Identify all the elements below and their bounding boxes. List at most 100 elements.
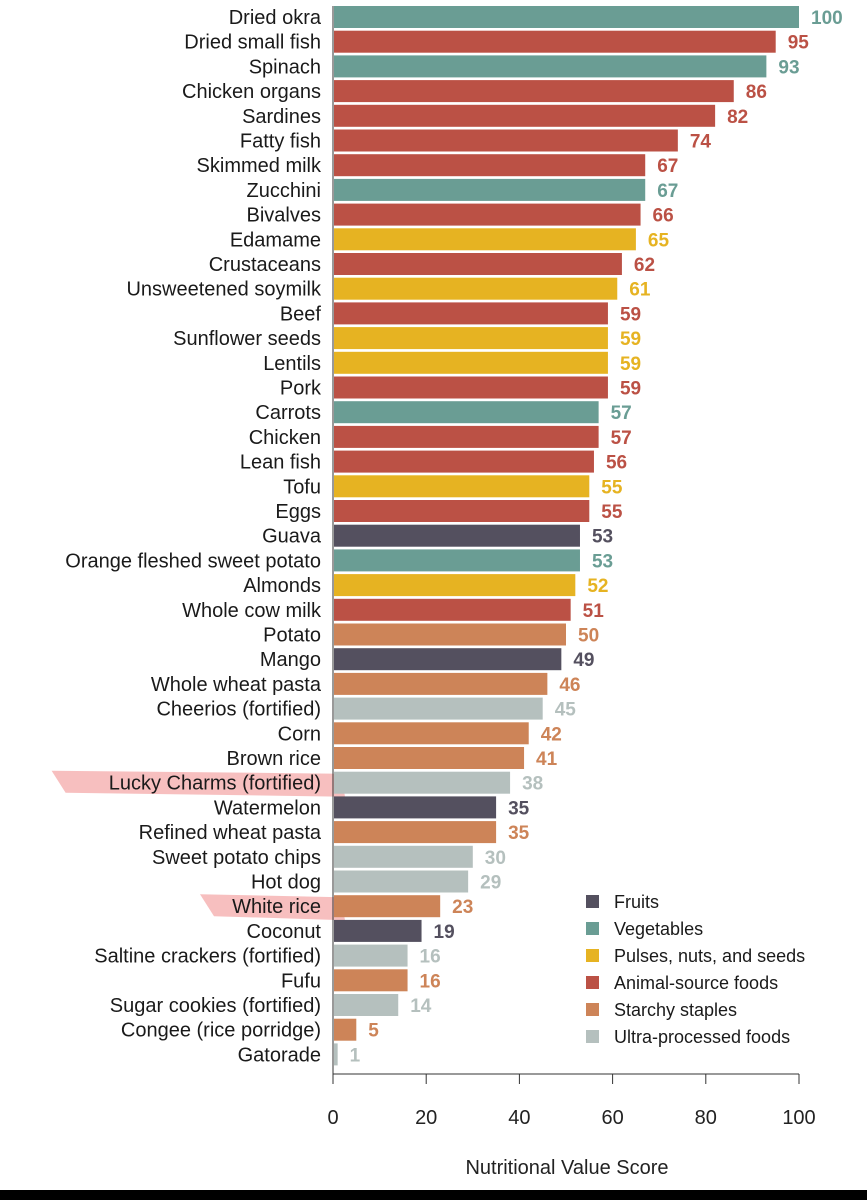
highlight-mark-lucky-charms-fortified [51,770,345,797]
value-label-white-rice: 23 [452,897,473,918]
bar-sweet-potato-chips [334,845,473,868]
value-label-mango: 49 [573,650,594,671]
value-label-lentils: 59 [620,354,641,375]
x-tick-label-0: 0 [327,1107,338,1129]
category-label-tofu: Tofu [283,476,321,498]
category-label-orange-fleshed-sweet-potato: Orange fleshed sweet potato [65,550,321,572]
category-label-refined-wheat-pasta: Refined wheat pasta [139,822,322,844]
category-label-corn: Corn [278,723,321,745]
bar-fatty-fish [334,129,678,152]
bar-potato [334,623,566,646]
value-label-coconut: 19 [434,922,455,943]
category-label-fufu: Fufu [281,970,321,992]
legend-label-vegetables: Vegetables [614,919,703,939]
category-label-white-rice: White rice [232,896,321,918]
bar-crustaceans [334,253,622,275]
value-label-skimmed-milk: 67 [657,156,678,177]
value-label-fatty-fish: 74 [690,132,712,153]
category-label-brown-rice: Brown rice [227,748,321,770]
legend-swatch-ultra [586,1030,599,1043]
bar-fufu [334,969,408,992]
category-label-bivalves: Bivalves [247,205,321,227]
bar-whole-wheat-pasta [334,672,548,695]
value-label-sugar-cookies-fortified: 14 [410,996,432,1017]
bar-chicken-organs [334,80,734,103]
x-tick-label-40: 40 [508,1107,530,1129]
value-label-watermelon: 35 [508,798,530,819]
bar-coconut [334,919,422,942]
bar-mango [334,648,562,671]
legend-swatch-vegetables [586,922,599,935]
value-label-corn: 42 [541,724,562,745]
bar-spinach [334,55,767,78]
bar-tofu [334,475,590,498]
bar-lean-fish [334,450,594,473]
category-label-dried-okra: Dried okra [229,7,322,29]
category-label-beef: Beef [280,303,322,325]
bar-eggs [334,500,590,522]
category-label-edamame: Edamame [230,229,321,251]
value-label-potato: 50 [578,626,599,647]
value-label-gatorade: 1 [350,1045,361,1066]
value-label-zucchini: 67 [657,181,678,202]
value-label-spinach: 93 [778,57,799,78]
value-label-edamame: 65 [648,230,670,251]
category-label-zucchini: Zucchini [247,180,321,202]
bar-dried-okra [334,6,799,28]
value-label-pork: 59 [620,379,641,400]
bar-cheerios-fortified [334,697,543,720]
bars-group [334,6,799,1066]
x-axis-title: Nutritional Value Score [465,1157,668,1179]
value-label-carrots: 57 [611,403,632,424]
value-label-almonds: 52 [587,576,608,597]
value-label-hot-dog: 29 [480,873,501,894]
value-label-unsweetened-soymilk: 61 [629,280,651,301]
value-label-whole-cow-milk: 51 [583,601,605,622]
value-label-sunflower-seeds: 59 [620,329,641,350]
category-label-crustaceans: Crustaceans [209,254,321,276]
category-label-coconut: Coconut [247,921,322,943]
bar-brown-rice [334,747,525,769]
bar-corn [334,722,529,745]
category-label-sugar-cookies-fortified: Sugar cookies (fortified) [110,995,321,1017]
value-label-saltine-crackers-fortified: 16 [420,947,441,968]
value-label-guava: 53 [592,527,613,548]
value-label-orange-fleshed-sweet-potato: 53 [592,551,613,572]
legend-label-animal: Animal-source foods [614,973,778,993]
x-tick-label-80: 80 [695,1107,717,1129]
bar-dried-small-fish [334,30,776,53]
category-label-dried-small-fish: Dried small fish [184,32,321,54]
category-label-skimmed-milk: Skimmed milk [197,155,322,177]
category-label-lentils: Lentils [263,353,321,375]
x-tick-label-20: 20 [415,1107,437,1129]
category-label-chicken: Chicken [249,427,321,449]
bar-sugar-cookies-fortified [334,994,399,1016]
bar-chicken [334,425,599,448]
value-label-refined-wheat-pasta: 35 [508,823,530,844]
bar-hot-dog [334,870,469,893]
value-label-lucky-charms-fortified: 38 [522,774,543,795]
bar-watermelon [334,796,497,819]
bar-lucky-charms-fortified [334,771,511,794]
value-label-brown-rice: 41 [536,749,558,770]
x-ticks: 0 20 40 60 80 100 [327,1074,816,1129]
category-label-congee-rice-porridge: Congee (rice porridge) [121,1020,321,1042]
bar-edamame [334,228,636,251]
category-label-eggs: Eggs [275,501,321,523]
legend-label-ultra: Ultra-processed foods [614,1027,790,1047]
value-label-tofu: 55 [601,477,623,498]
value-label-dried-okra: 100 [811,8,843,29]
value-label-congee-rice-porridge: 5 [368,1021,379,1042]
category-label-lean-fish: Lean fish [240,452,321,474]
category-label-saltine-crackers-fortified: Saltine crackers (fortified) [94,946,321,968]
value-label-sardines: 82 [727,107,748,128]
legend-swatch-pulses [586,949,599,962]
legend-label-pulses: Pulses, nuts, and seeds [614,946,805,966]
value-label-sweet-potato-chips: 30 [485,848,506,869]
category-label-sunflower-seeds: Sunflower seeds [173,328,321,350]
category-label-cheerios-fortified: Cheerios (fortified) [156,699,321,721]
legend-label-starchy: Starchy staples [614,1000,737,1020]
bar-pork [334,376,608,399]
